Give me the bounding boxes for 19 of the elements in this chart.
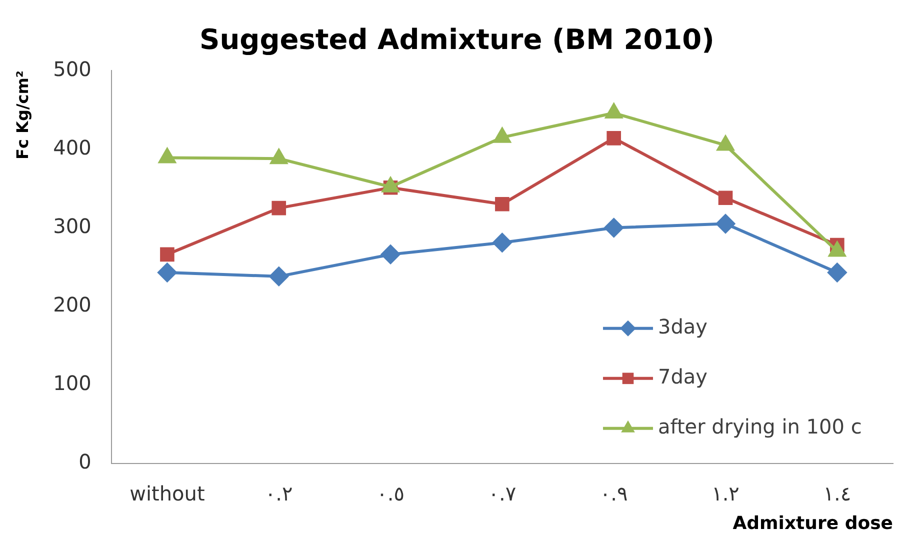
x-tick-label: ١.٤ [823,482,852,506]
y-tick-label: 200 [53,292,92,316]
legend-label: after drying in 100 c [658,414,862,439]
x-tick-label: ٠.٩ [600,482,628,506]
x-tick-label: ٠.٥ [376,482,404,506]
y-tick-label: 0 [78,450,92,474]
x-tick-label: ٠.٧ [488,482,516,506]
y-tick-label: 100 [53,371,92,396]
y-axis-title: Fc Kg/cm² [12,70,32,160]
legend-label: 3day [658,314,708,339]
x-tick-label: ١.٢ [712,482,740,506]
y-tick-label: 400 [53,135,92,160]
x-tick-label: without [130,482,205,506]
x-axis-title: Admixture dose [732,512,893,534]
chart-title: Suggested Admixture (BM 2010) [200,23,714,56]
y-tick-label: 500 [53,56,92,81]
y-tick-label: 300 [53,214,92,238]
x-tick-label: ٠.٢ [264,482,293,506]
legend-label: 7day [658,364,708,389]
